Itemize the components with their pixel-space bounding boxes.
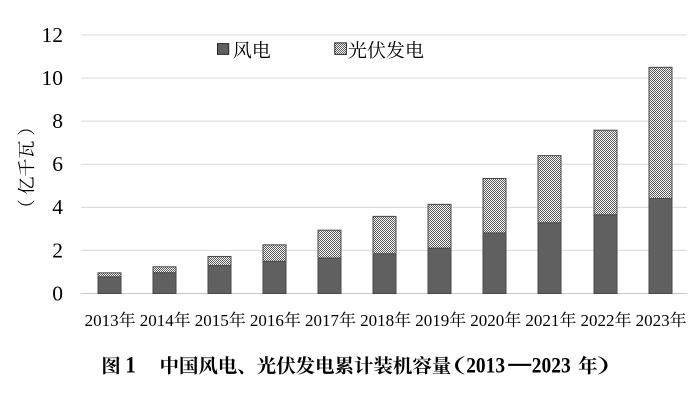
svg-text:2015: 2015: [195, 311, 229, 330]
svg-text:2013: 2013: [466, 352, 505, 378]
svg-text:2: 2: [52, 238, 63, 262]
svg-text:2019: 2019: [415, 311, 449, 330]
svg-text:1: 1: [125, 352, 135, 378]
svg-text:2016: 2016: [250, 311, 284, 330]
svg-text:10: 10: [42, 66, 64, 90]
svg-text:0: 0: [52, 281, 63, 305]
svg-text:4: 4: [52, 195, 63, 219]
svg-text:2021: 2021: [525, 311, 559, 330]
svg-text:2020: 2020: [470, 311, 504, 330]
svg-text:8: 8: [52, 109, 63, 133]
svg-text:6: 6: [52, 152, 63, 176]
svg-text:2022: 2022: [581, 311, 615, 330]
svg-text:12: 12: [42, 23, 64, 47]
svg-text:2013: 2013: [85, 311, 119, 330]
svg-text:2018: 2018: [360, 311, 394, 330]
svg-text:2023: 2023: [532, 352, 571, 378]
svg-text:2023: 2023: [636, 311, 670, 330]
svg-text:2014: 2014: [140, 311, 175, 330]
svg-text:2017: 2017: [305, 311, 340, 330]
